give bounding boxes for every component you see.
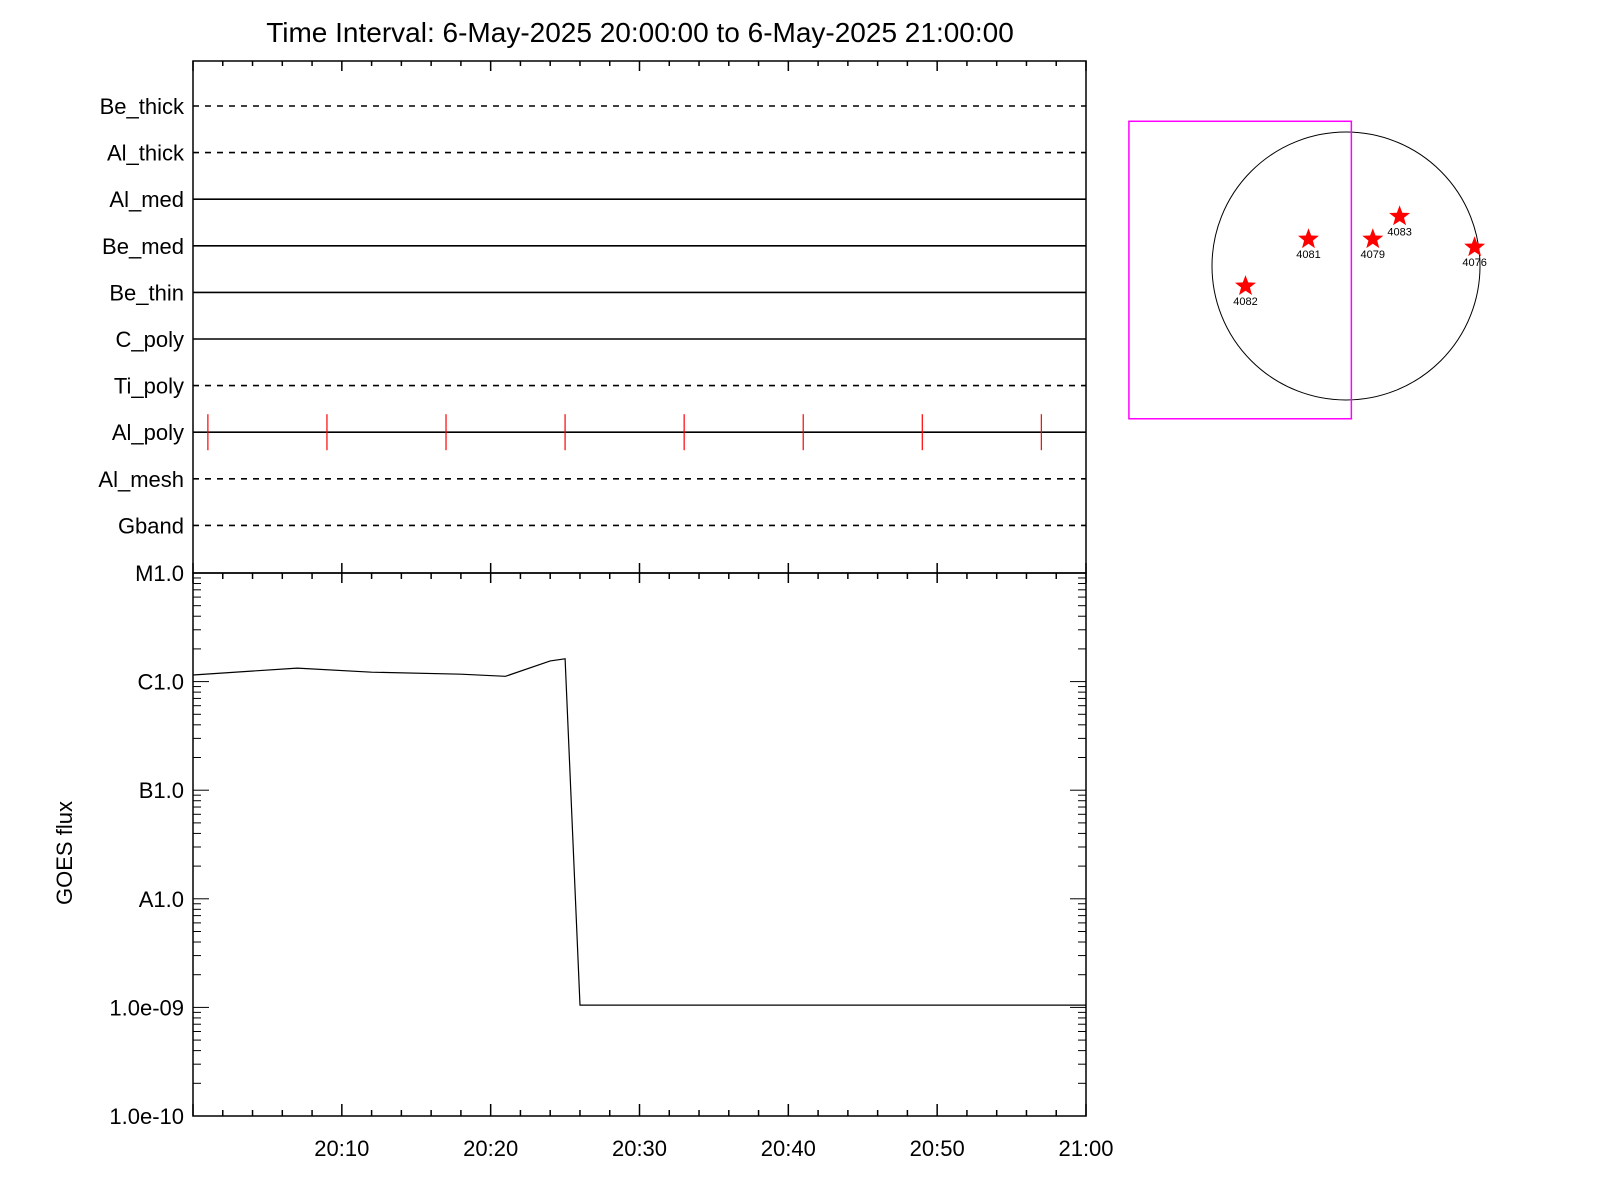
active-region-label: 4082 (1233, 296, 1257, 308)
x-tick-label: 20:20 (463, 1136, 518, 1161)
field-of-view-box (1128, 120, 1353, 420)
channel-label: Ti_poly (114, 374, 184, 399)
x-tick-label: 21:00 (1058, 1136, 1113, 1161)
active-region-label: 4079 (1361, 249, 1385, 261)
channel-label: Al_thick (107, 141, 185, 166)
active-region-label: 4081 (1296, 249, 1320, 261)
y-tick-label: 1.0e-09 (109, 995, 184, 1020)
channel-label: Gband (118, 513, 184, 538)
y-tick-label: A1.0 (139, 887, 184, 912)
goes-frame (192, 572, 1087, 1117)
y-tick-label: M1.0 (135, 561, 184, 586)
channel-label: Al_poly (112, 420, 184, 445)
x-tick-label: 20:30 (612, 1136, 667, 1161)
channel-label: Be_thick (100, 94, 185, 119)
channel-label: Al_med (109, 187, 184, 212)
timeline-frame (192, 60, 1087, 574)
active-region-label: 4076 (1462, 257, 1486, 269)
active-region-label: 4083 (1387, 226, 1411, 238)
x-tick-label: 20:10 (314, 1136, 369, 1161)
channel-label: C_poly (116, 327, 184, 352)
y-tick-label: B1.0 (139, 778, 184, 803)
active-region-star (1298, 228, 1319, 249)
active-region-star (1362, 228, 1384, 249)
active-region-star (1235, 275, 1256, 295)
goes-flux-series (192, 658, 1086, 1006)
active-region-star (1389, 205, 1411, 226)
y-tick-label: 1.0e-10 (109, 1104, 184, 1129)
channel-label: Al_mesh (98, 467, 184, 492)
goes-flux-panel: 20:10 20:20 20:30 20:40 20:50 21:00 M1.0 C1.0 B1… (109, 561, 1113, 1161)
x-tick-label: 20:50 (910, 1136, 965, 1161)
filter-timeline-panel: Be_thick Al_thick Al_med Be_med Be_thin C_pol… (98, 60, 1087, 574)
active-region-star (1464, 236, 1486, 257)
solar-disk (1211, 131, 1481, 401)
goes-y-axis-label: GOES flux (52, 801, 77, 905)
chart-title: Time Interval: 6-May-2025 20:00:00 to 6-… (266, 17, 1014, 48)
y-tick-label: C1.0 (138, 670, 184, 695)
x-tick-label: 20:40 (761, 1136, 816, 1161)
channel-label: Be_med (102, 234, 184, 259)
channel-label: Be_thin (109, 280, 184, 305)
